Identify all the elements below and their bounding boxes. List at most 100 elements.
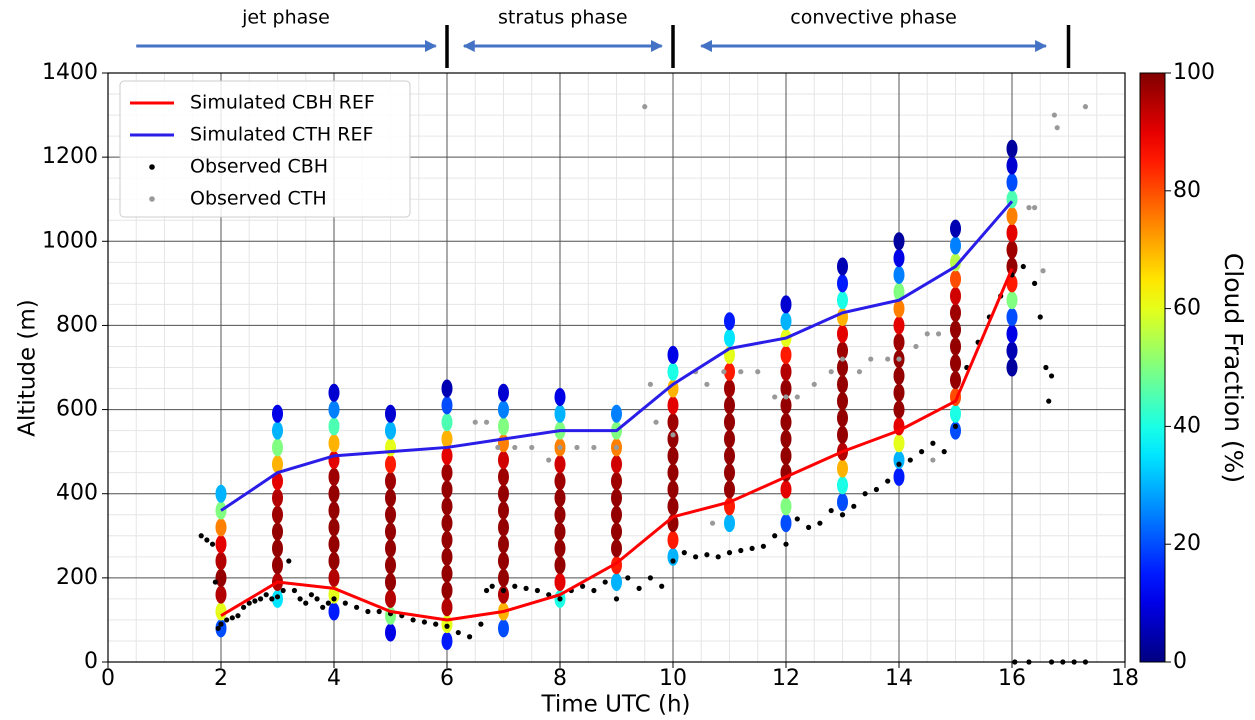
observed-point: [924, 331, 930, 337]
colorbar-tick-label: 100: [1173, 60, 1215, 85]
observed-point: [421, 619, 427, 625]
observed-point: [772, 394, 778, 400]
y-tick-label: 800: [56, 312, 98, 337]
observed-point: [314, 596, 320, 602]
observed-point: [320, 604, 326, 610]
observed-point: [704, 552, 710, 558]
colorbar-tick-label: 40: [1173, 413, 1201, 438]
cloud-fraction-point: [950, 270, 961, 289]
y-tick-label: 600: [56, 397, 98, 422]
observed-point: [726, 550, 733, 556]
observed-point: [828, 369, 834, 375]
cloud-fraction-point: [385, 488, 396, 507]
observed-point: [342, 600, 348, 606]
observed-point: [647, 381, 654, 387]
cloud-fraction-point: [328, 602, 340, 621]
observed-point: [591, 444, 597, 451]
cloud-fraction-point: [667, 497, 679, 516]
legend-label: Simulated CTH REF: [190, 124, 373, 146]
observed-point: [817, 520, 823, 526]
x-axis-title: Time UTC (h): [540, 692, 690, 718]
observed-point: [783, 541, 789, 547]
cloud-fraction-point: [611, 455, 622, 474]
observed-point: [704, 381, 710, 387]
cloud-fraction-point: [837, 392, 848, 411]
observed-point: [738, 369, 744, 375]
observed-point: [794, 516, 800, 522]
cloud-fraction-point: [724, 329, 735, 348]
observed-point: [1082, 104, 1089, 110]
cloud-fraction-point: [441, 446, 453, 465]
colorbar-tick-label: 80: [1173, 178, 1201, 203]
cloud-fraction-point: [441, 547, 453, 566]
cloud-fraction-point: [328, 518, 340, 537]
observed-point: [212, 579, 218, 585]
observed-point: [613, 596, 620, 602]
observed-point: [670, 432, 676, 438]
observed-point: [257, 596, 264, 602]
simulated-line: [220, 200, 1014, 512]
cloud-fraction-point: [498, 501, 509, 520]
phase-label: convective phase: [790, 7, 957, 29]
observed-point: [246, 600, 252, 606]
observed-point: [896, 461, 902, 467]
cloud-fraction-point: [1006, 257, 1018, 276]
cloud-fraction-point: [950, 354, 961, 373]
cloud-fraction-point: [667, 430, 679, 449]
observed-point: [467, 634, 473, 640]
cloud-fraction-point: [893, 333, 905, 352]
observed-point: [625, 575, 631, 581]
cloud-fraction-point: [724, 463, 735, 482]
legend-box: [119, 80, 411, 218]
observed-point: [828, 507, 834, 514]
cloud-fraction-point: [837, 341, 848, 360]
cloud-fraction-point: [724, 446, 735, 465]
cloud-fraction-point: [385, 589, 396, 608]
cloud-fraction-point: [893, 434, 905, 453]
cloud-fraction-point: [893, 282, 905, 301]
cloud-fraction-point: [328, 451, 340, 470]
cloud-fraction-point: [1006, 173, 1018, 192]
observed-point: [455, 629, 461, 636]
cloud-fraction-point: [554, 404, 566, 423]
cloud-fraction-point: [780, 480, 792, 499]
cloud-fraction-point: [950, 371, 961, 390]
observed-point: [868, 356, 874, 362]
cloud-fraction-point: [1006, 308, 1018, 327]
observed-point: [534, 587, 541, 594]
cloud-fraction-point: [893, 299, 905, 318]
observed-point: [642, 104, 648, 110]
cloud-fraction-point: [554, 472, 566, 491]
cloud-fraction-point: [1006, 291, 1018, 310]
cloud-fraction-point: [554, 387, 566, 406]
colorbar: [1139, 72, 1166, 663]
observed-point: [681, 550, 687, 556]
cloud-fraction-point: [780, 446, 792, 465]
cloud-fraction-point: [272, 556, 283, 575]
observed-point: [241, 604, 247, 610]
observed-point: [512, 583, 518, 589]
cloud-fraction-point: [328, 552, 340, 571]
cloud-fraction-point: [328, 568, 340, 587]
cloud-fraction-point: [780, 362, 792, 381]
cloud-fraction-point: [611, 539, 622, 558]
observed-point: [794, 394, 800, 400]
cloud-fraction-point: [893, 451, 905, 470]
cloud-fraction-point: [837, 375, 848, 394]
phase-label: stratus phase: [498, 7, 628, 29]
x-tick-label: 0: [101, 666, 115, 691]
observed-point: [839, 512, 846, 518]
cloud-fraction-point: [667, 396, 679, 415]
cloud-fraction-point: [950, 219, 961, 238]
observed-point: [1046, 398, 1052, 404]
cloud-fraction-point: [780, 430, 792, 449]
observed-point: [636, 585, 642, 591]
observed-point: [1037, 314, 1043, 320]
colorbar-tick-label: 0: [1173, 649, 1187, 674]
observed-point: [557, 596, 563, 602]
cloud-fraction-point: [554, 556, 566, 575]
observed-point: [896, 356, 902, 362]
observed-point: [772, 533, 778, 539]
cloud-fraction-point: [498, 467, 509, 486]
cloud-fraction-point: [667, 463, 679, 482]
